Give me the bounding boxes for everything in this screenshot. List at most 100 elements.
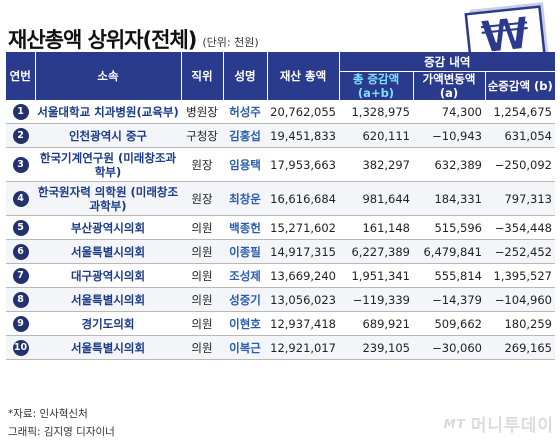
- table-cell: 12,921,017: [267, 335, 339, 360]
- table-cell: 대구광역시의회: [35, 263, 181, 288]
- table-cell: 의원: [181, 335, 223, 360]
- table-cell: 269,165: [485, 335, 555, 360]
- table-cell: 원장: [181, 147, 223, 182]
- title-row: 재산총액 상위자(전체) (단위: 천원): [8, 14, 259, 54]
- table-cell: 8: [6, 287, 35, 312]
- table-cell: 의원: [181, 263, 223, 288]
- table-cell: 서울특별시의회: [35, 287, 181, 312]
- table-cell: 1,328,975: [339, 100, 413, 124]
- table-cell: 19,451,833: [267, 123, 339, 148]
- table-cell: 555,814: [413, 263, 485, 288]
- table-cell: 서울특별시의회: [35, 239, 181, 264]
- table-cell: 6: [6, 239, 35, 264]
- table-cell: 3: [6, 147, 35, 182]
- table-cell: 13,669,240: [267, 263, 339, 288]
- table-cell: 6,227,389: [339, 239, 413, 264]
- table-cell: 180,259: [485, 311, 555, 336]
- brand-mark: MT: [443, 416, 466, 431]
- table-cell: 이복근: [223, 335, 267, 360]
- table-cell: 5: [6, 215, 35, 240]
- table-cell: −30,060: [413, 335, 485, 360]
- table-cell: 4: [6, 181, 35, 216]
- table-cell: −119,339: [339, 287, 413, 312]
- table-cell: 14,917,315: [267, 239, 339, 264]
- chart-title: 재산총액 상위자(전체): [8, 28, 197, 52]
- table-row: 6 서울특별시의회 의원 이종필 14,917,315 6,227,389 6,479,84…: [6, 239, 555, 264]
- table-cell: 161,148: [339, 215, 413, 240]
- table-cell: −250,092: [485, 147, 555, 182]
- rank-badge: 1: [12, 104, 29, 120]
- table-row: 3 한국기계연구원 (미래창조과학부) 원장 임용택 17,953,663 382,297…: [6, 147, 555, 182]
- table-cell: 김홍섭: [223, 123, 267, 148]
- table-cell: −252,452: [485, 239, 555, 264]
- table-cell: 239,105: [339, 335, 413, 360]
- header-group: 증감 내역: [338, 52, 555, 72]
- rank-badge: 3: [12, 157, 29, 173]
- graphic-credit: 그래픽: 김지영 디자이너: [8, 426, 115, 438]
- col-header: 성명: [222, 52, 267, 100]
- table-cell: 인천광역시 중구: [35, 123, 181, 148]
- table-cell: 382,297: [339, 147, 413, 182]
- table-cell: 15,271,602: [267, 215, 339, 240]
- table-cell: −14,379: [413, 287, 485, 312]
- table-cell: 16,616,684: [267, 181, 339, 216]
- table-cell: 의원: [181, 215, 223, 240]
- table-cell: 의원: [181, 311, 223, 336]
- table-cell: 부산광역시의회: [35, 215, 181, 240]
- table-cell: 경기도의회: [35, 311, 181, 336]
- table-cell: 이종필: [223, 239, 267, 264]
- table-cell: 631,054: [485, 123, 555, 148]
- rank-badge: 10: [12, 340, 29, 356]
- table-cell: 7: [6, 263, 35, 288]
- unit-label: (단위: 천원): [202, 36, 259, 49]
- table-cell: 12,937,418: [267, 311, 339, 336]
- rank-badge: 4: [12, 191, 29, 207]
- col-header: 순증감액 (b): [484, 71, 555, 100]
- table-body: 1 서울대학교 치과병원(교육부) 병원장 허성주 20,762,055 1,328,97…: [6, 100, 555, 360]
- table-cell: 509,662: [413, 311, 485, 336]
- rank-badge: 9: [12, 316, 29, 332]
- table-row: 1 서울대학교 치과병원(교육부) 병원장 허성주 20,762,055 1,328,97…: [6, 100, 555, 124]
- table-cell: 515,596: [413, 215, 485, 240]
- table-cell: 797,313: [485, 181, 555, 216]
- table-cell: 의원: [181, 287, 223, 312]
- table-cell: 9: [6, 311, 35, 336]
- table-row: 4 한국원자력 의학원 (미래창조과학부) 원장 최창운 16,616,684 981,6…: [6, 181, 555, 216]
- table-cell: 한국원자력 의학원 (미래창조과학부): [35, 181, 181, 216]
- table-cell: 서울특별시의회: [35, 335, 181, 360]
- table-cell: 임용택: [223, 147, 267, 182]
- table-cell: 원장: [181, 181, 223, 216]
- table-cell: 6,479,841: [413, 239, 485, 264]
- table-row: 7 대구광역시의회 의원 조성제 13,669,240 1,951,341 555,814 1…: [6, 263, 555, 288]
- asset-table: 연번 소속 직위 성명 재산 총액 증감 내역 총 증감액 (a+b) 가액변동…: [6, 52, 555, 360]
- table-cell: 1,395,527: [485, 263, 555, 288]
- table-cell: 최창운: [223, 181, 267, 216]
- table-cell: 백종헌: [223, 215, 267, 240]
- table-cell: −10,943: [413, 123, 485, 148]
- col-header: 가액변동액 (a): [412, 71, 485, 100]
- table-cell: 1,254,675: [485, 100, 555, 124]
- table-row: 2 인천광역시 중구 구청장 김홍섭 19,451,833 620,111 −10,943 6…: [6, 123, 555, 148]
- table-cell: 689,921: [339, 311, 413, 336]
- table-cell: 이현호: [223, 311, 267, 336]
- table-cell: 17,953,663: [267, 147, 339, 182]
- table-cell: 의원: [181, 239, 223, 264]
- table-cell: 184,331: [413, 181, 485, 216]
- col-header: 연번: [6, 52, 35, 100]
- rank-badge: 5: [12, 220, 29, 236]
- table-cell: 성중기: [223, 287, 267, 312]
- brand-watermark: MT 머니투데이: [444, 411, 554, 436]
- table-cell: 620,111: [339, 123, 413, 148]
- table-cell: 구청장: [181, 123, 223, 148]
- table-cell: 서울대학교 치과병원(교육부): [35, 100, 181, 124]
- table-cell: 병원장: [181, 100, 223, 124]
- table-cell: 2: [6, 123, 35, 148]
- brand-name: 머니투데이: [470, 416, 554, 436]
- col-header: 소속: [34, 52, 181, 100]
- table-cell: 한국기계연구원 (미래창조과학부): [35, 147, 181, 182]
- table-cell: 1: [6, 100, 35, 124]
- table-cell: 1,951,341: [339, 263, 413, 288]
- rank-badge: 8: [12, 292, 29, 308]
- table-cell: 74,300: [413, 100, 485, 124]
- table-row: 9 경기도의회 의원 이현호 12,937,418 689,921 509,662 180,2…: [6, 311, 555, 336]
